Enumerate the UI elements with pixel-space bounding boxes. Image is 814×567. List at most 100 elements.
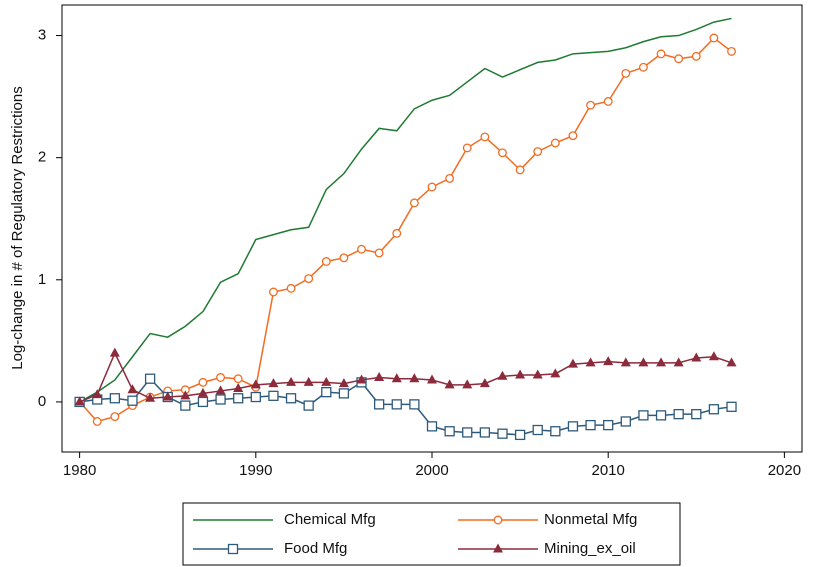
point-marker bbox=[303, 376, 314, 386]
point-marker bbox=[621, 68, 631, 78]
point-marker bbox=[586, 100, 596, 110]
point-marker bbox=[603, 356, 614, 366]
point-marker bbox=[673, 408, 684, 420]
y-tick-label: 0 bbox=[38, 393, 46, 410]
point-marker bbox=[708, 351, 719, 361]
point-marker bbox=[479, 378, 490, 388]
series-line bbox=[79, 17, 732, 403]
point-marker bbox=[92, 389, 103, 399]
point-marker bbox=[585, 419, 596, 431]
point-marker bbox=[638, 62, 648, 72]
point-marker bbox=[109, 393, 121, 404]
point-marker bbox=[726, 401, 737, 412]
point-marker bbox=[427, 182, 437, 192]
legend-label: Mining_ex_oil bbox=[544, 540, 636, 557]
point-marker bbox=[198, 377, 208, 387]
point-marker bbox=[127, 384, 138, 394]
point-marker bbox=[409, 373, 420, 383]
point-marker bbox=[268, 378, 279, 388]
point-marker bbox=[109, 347, 120, 357]
point-marker bbox=[233, 382, 244, 392]
point-marker bbox=[532, 424, 543, 436]
point-marker bbox=[339, 253, 349, 263]
point-marker bbox=[691, 51, 701, 61]
point-marker bbox=[444, 426, 455, 437]
point-marker bbox=[338, 378, 349, 388]
point-marker bbox=[656, 49, 666, 59]
point-marker bbox=[233, 374, 243, 384]
point-marker bbox=[567, 421, 579, 432]
point-marker bbox=[550, 426, 561, 437]
point-marker bbox=[409, 399, 420, 410]
point-marker bbox=[444, 379, 455, 389]
x-tick-label: 2010 bbox=[592, 462, 625, 479]
point-marker bbox=[285, 393, 297, 404]
point-marker bbox=[462, 379, 473, 389]
point-marker bbox=[515, 369, 526, 379]
point-marker bbox=[497, 428, 508, 439]
legend-marker bbox=[493, 515, 503, 525]
point-marker bbox=[568, 131, 578, 141]
point-marker bbox=[268, 287, 278, 297]
point-marker bbox=[321, 257, 331, 266]
point-marker bbox=[673, 357, 684, 367]
x-tick-label: 1980 bbox=[63, 462, 96, 479]
point-marker bbox=[620, 416, 631, 427]
point-marker bbox=[709, 33, 719, 43]
point-marker bbox=[691, 408, 702, 420]
series-line bbox=[79, 36, 732, 423]
point-marker bbox=[74, 396, 85, 406]
series-line bbox=[79, 377, 732, 436]
point-marker bbox=[374, 372, 385, 381]
point-marker bbox=[497, 370, 508, 380]
point-marker bbox=[638, 410, 649, 421]
point-marker bbox=[197, 387, 208, 397]
point-marker bbox=[533, 147, 543, 157]
point-marker bbox=[656, 357, 667, 367]
point-marker bbox=[532, 369, 543, 379]
series-line bbox=[79, 351, 732, 403]
point-marker bbox=[427, 374, 437, 384]
point-marker bbox=[321, 387, 332, 398]
y-tick-label: 3 bbox=[38, 27, 46, 44]
point-marker bbox=[726, 357, 737, 367]
x-tick-label: 2000 bbox=[415, 462, 448, 479]
point-marker bbox=[250, 379, 261, 389]
legend-marker bbox=[227, 543, 239, 555]
point-marker bbox=[550, 368, 561, 378]
legend-box bbox=[182, 502, 681, 566]
point-marker bbox=[638, 357, 649, 367]
point-marker bbox=[655, 410, 667, 421]
point-marker bbox=[391, 399, 402, 410]
point-marker bbox=[180, 390, 191, 400]
point-marker bbox=[338, 388, 350, 399]
point-marker bbox=[304, 274, 314, 284]
point-marker bbox=[462, 427, 473, 438]
point-marker bbox=[110, 412, 120, 422]
point-marker bbox=[585, 357, 596, 367]
legend-label: Nonmetal Mfg bbox=[544, 511, 637, 528]
point-marker bbox=[286, 376, 297, 386]
point-marker bbox=[479, 427, 491, 438]
point-marker bbox=[462, 143, 472, 153]
point-marker bbox=[356, 374, 367, 384]
point-marker bbox=[144, 373, 156, 384]
point-marker bbox=[250, 391, 261, 403]
y-axis-label: Log-change in # of Regulatory Restrictio… bbox=[9, 86, 26, 370]
point-marker bbox=[603, 419, 614, 431]
point-marker bbox=[215, 394, 226, 405]
point-marker bbox=[215, 385, 226, 395]
point-marker bbox=[620, 357, 631, 367]
y-tick-label: 1 bbox=[38, 271, 46, 288]
point-marker bbox=[674, 54, 684, 64]
point-marker bbox=[357, 244, 366, 254]
legend-marker bbox=[493, 543, 503, 553]
legend-label: Food Mfg bbox=[284, 540, 347, 557]
point-marker bbox=[286, 283, 296, 293]
point-marker bbox=[197, 396, 209, 408]
point-marker bbox=[498, 148, 507, 158]
point-marker bbox=[727, 46, 736, 56]
point-marker bbox=[303, 400, 314, 411]
point-marker bbox=[409, 198, 419, 208]
